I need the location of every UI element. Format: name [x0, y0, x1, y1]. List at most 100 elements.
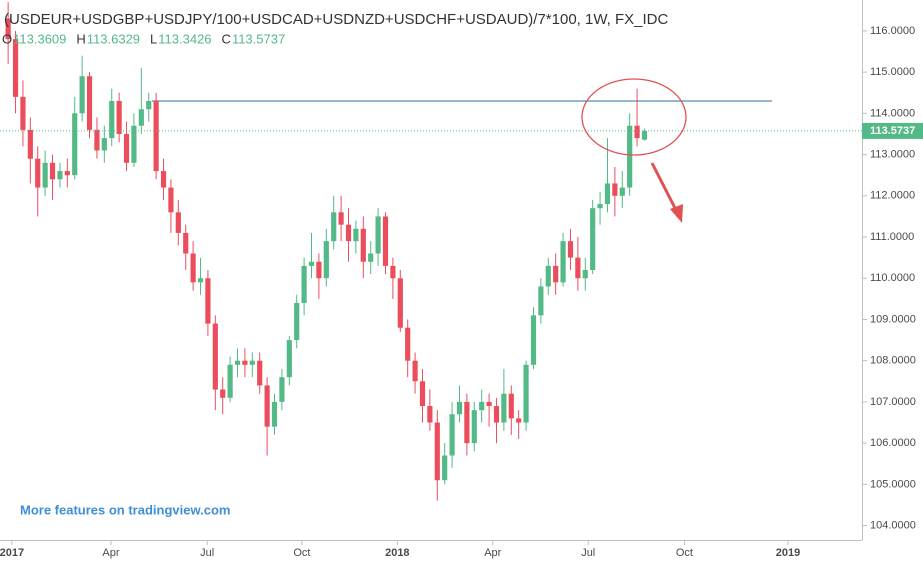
y-tick-label: 111.0000 [870, 231, 914, 243]
candle-body [168, 187, 174, 213]
candle-body [553, 265, 559, 283]
ohlc-value: 113.6329 [87, 31, 140, 46]
candle-body [316, 261, 322, 279]
candle-body [153, 100, 159, 172]
candle-body [175, 212, 181, 233]
candle-body [427, 406, 433, 423]
candle-body [434, 422, 440, 481]
candle-body [5, 18, 11, 40]
candle-body [597, 204, 603, 209]
chart-title: (USDEUR+USDGBP+USDJPY/100+USDCAD+USDNZD+… [4, 11, 669, 28]
candle-body [493, 406, 500, 423]
plot-area [0, 2, 862, 501]
last-price-box [862, 122, 923, 139]
ohlc-value: 113.3609 [13, 31, 66, 46]
candle-body [575, 257, 581, 279]
y-tick-label: 115.0000 [870, 66, 915, 78]
x-tick-label: Oct [676, 547, 693, 559]
x-tick-label: Jul [200, 547, 214, 559]
candle-body [501, 393, 507, 423]
candle-body [109, 100, 115, 139]
candle-body [286, 340, 292, 378]
candle-body [390, 265, 396, 279]
candle-body [627, 125, 633, 188]
y-tick-label: 113.0000 [870, 148, 915, 160]
candle-body [160, 171, 167, 188]
candle-body [57, 171, 63, 180]
candle-body [323, 241, 329, 279]
candle-body [49, 162, 56, 180]
candle-body [116, 100, 122, 134]
last-price-label: 113.5737 [870, 125, 915, 137]
y-tick-label: 107.0000 [870, 396, 916, 408]
candle-body [197, 278, 204, 283]
candle-body [294, 302, 300, 341]
candle-body [523, 364, 529, 423]
candle-body [582, 270, 588, 279]
ohlc-value: 113.3426 [158, 31, 211, 46]
x-tick-label: Jul [581, 547, 595, 559]
y-tick-label: 106.0000 [870, 437, 916, 449]
candle-body [419, 381, 426, 407]
ohlc-value: 113.5737 [232, 31, 285, 46]
candle-body [146, 100, 152, 110]
candle-body [183, 232, 189, 254]
y-tick-label: 112.0000 [870, 190, 915, 202]
candle-body [516, 418, 522, 423]
candle-body [545, 265, 551, 287]
candle-body [331, 212, 337, 242]
candle-body [405, 327, 411, 361]
candle-body [79, 76, 85, 114]
x-tick-label: 2019 [776, 547, 800, 559]
y-tick-label: 104.0000 [870, 519, 916, 531]
candle-body [249, 360, 255, 365]
candle-body [449, 414, 455, 456]
ohlc-label: O [2, 31, 12, 46]
candle-body [205, 278, 211, 324]
arrow-head [670, 204, 683, 223]
candle-body [308, 261, 315, 266]
candle-body [338, 212, 344, 225]
candle-body [271, 401, 278, 427]
watermark: More features on tradingview.com [20, 502, 230, 517]
candle-body [508, 393, 514, 419]
candle-body [345, 224, 352, 242]
y-tick-label: 110.0000 [870, 272, 915, 284]
candle-body [368, 253, 374, 262]
ohlc-label: L [150, 31, 157, 46]
candle-body [612, 183, 618, 196]
candle-body [412, 360, 418, 382]
candle-body [634, 125, 640, 139]
candle-body [560, 241, 566, 283]
candle-body [27, 129, 33, 159]
candle-body [242, 360, 248, 365]
candle-body [138, 109, 144, 126]
candle-body [234, 360, 241, 365]
candle-body [641, 130, 648, 140]
candle-body [72, 113, 78, 176]
candle-body [64, 171, 70, 176]
candle-body [257, 360, 263, 386]
candle-body [479, 401, 485, 411]
candle-body [86, 76, 93, 130]
ohlc-label: H [76, 31, 85, 46]
highlight-ellipse [581, 78, 687, 156]
candle-body [20, 96, 26, 130]
candle-body [382, 216, 389, 266]
candle-body [12, 39, 19, 97]
candle-body [212, 323, 218, 390]
candle-body [590, 208, 596, 270]
candle-body [486, 401, 492, 407]
candle-body [279, 377, 285, 402]
y-tick-label: 109.0000 [870, 313, 916, 325]
candle-body [530, 315, 537, 365]
candle-body [227, 364, 233, 398]
candle-body [442, 455, 448, 481]
candle-body [604, 183, 611, 205]
y-tick-label: 116.0000 [870, 25, 915, 37]
candle-body [471, 410, 477, 444]
ohlc-label: C [222, 31, 231, 46]
